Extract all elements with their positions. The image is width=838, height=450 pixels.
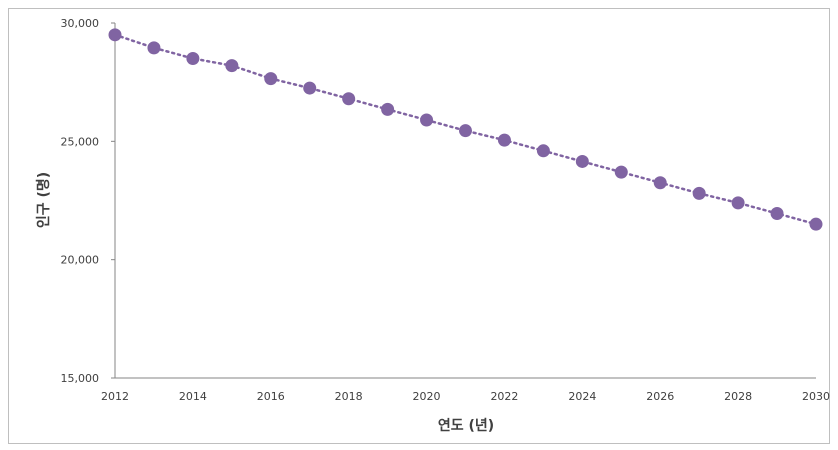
x-tick-labels: 2012 2014 2016 2018 2020 2022 2024 2026 2028 2030 (101, 390, 830, 403)
x-tick-label: 2026 (646, 390, 674, 403)
data-point (420, 113, 434, 127)
y-axis-title: 인구 (명) (35, 172, 52, 228)
x-tick-label: 2020 (413, 390, 441, 403)
x-tick-label: 2024 (568, 390, 596, 403)
x-tick-label: 2018 (335, 390, 363, 403)
x-tick-label: 2030 (802, 390, 830, 403)
x-tick-label: 2014 (179, 390, 207, 403)
data-point (147, 41, 161, 55)
data-point (809, 217, 823, 231)
x-axis-title: 연도 (년) (438, 418, 494, 434)
chart-frame (8, 8, 830, 444)
data-point (225, 59, 239, 73)
data-point (536, 144, 550, 158)
x-tick-label: 2016 (257, 390, 285, 403)
x-tick-label: 2028 (724, 390, 752, 403)
data-point (186, 52, 200, 65)
data-point (575, 154, 589, 168)
x-tick-label: 2022 (490, 390, 518, 403)
data-point (497, 133, 511, 147)
data-point (614, 165, 628, 179)
data-point (731, 196, 745, 210)
data-point (108, 28, 122, 42)
data-point (770, 207, 784, 221)
data-point (459, 124, 472, 138)
axes (111, 22, 816, 379)
data-point (303, 81, 317, 95)
y-tick-labels: 15,000 20,000 25,000 30,000 (61, 17, 100, 385)
x-tick-label: 2012 (101, 390, 129, 403)
data-point (342, 92, 356, 106)
y-tick-label: 30,000 (61, 17, 100, 30)
y-tick-label: 25,000 (61, 135, 100, 148)
y-tick-label: 15,000 (61, 372, 100, 385)
data-point (653, 176, 667, 190)
data-points (108, 28, 823, 231)
y-tick-label: 20,000 (61, 254, 100, 267)
data-point (264, 72, 278, 86)
data-point (692, 186, 706, 200)
data-point (381, 102, 395, 116)
